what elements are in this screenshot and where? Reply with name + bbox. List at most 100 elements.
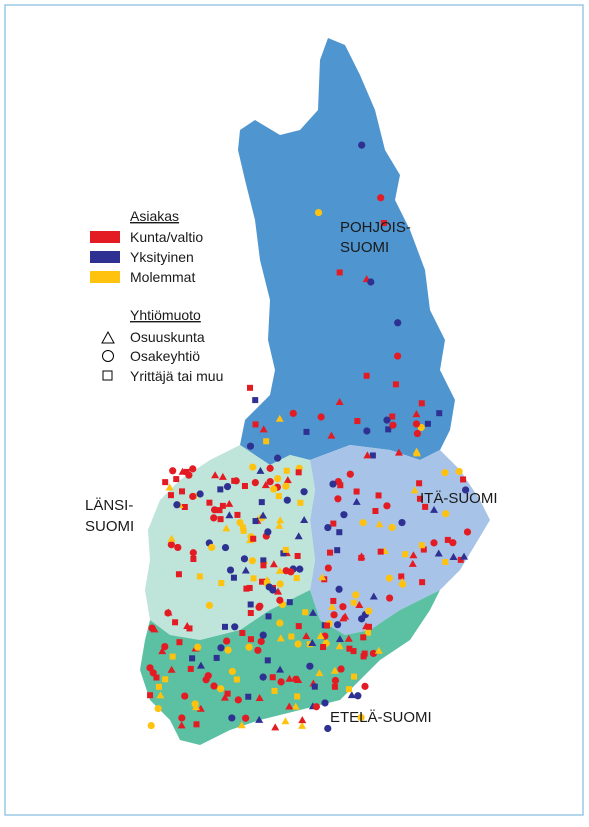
marker xyxy=(258,499,265,506)
marker xyxy=(430,539,438,547)
marker xyxy=(276,516,285,524)
marker xyxy=(463,528,472,536)
marker xyxy=(286,599,293,606)
marker xyxy=(246,584,253,591)
marker xyxy=(352,497,361,505)
marker xyxy=(189,465,197,473)
marker xyxy=(462,486,470,494)
marker xyxy=(169,653,176,660)
marker xyxy=(153,674,160,681)
marker xyxy=(333,621,342,629)
marker xyxy=(363,451,372,459)
marker xyxy=(156,691,165,699)
marker xyxy=(162,479,169,486)
marker xyxy=(196,573,203,580)
marker xyxy=(339,614,348,622)
marker xyxy=(205,601,214,609)
marker xyxy=(418,400,425,407)
marker xyxy=(375,492,382,499)
marker xyxy=(246,442,255,450)
marker xyxy=(154,705,162,713)
marker xyxy=(252,421,259,428)
markers xyxy=(146,141,472,733)
marker xyxy=(241,566,250,574)
marker xyxy=(346,470,354,478)
marker xyxy=(266,478,274,486)
marker xyxy=(275,414,284,422)
marker xyxy=(311,683,318,690)
marker xyxy=(217,516,224,523)
marker xyxy=(331,683,338,690)
marker xyxy=(340,511,348,519)
marker xyxy=(419,579,426,586)
marker xyxy=(323,622,330,629)
marker xyxy=(239,524,246,531)
marker xyxy=(377,194,385,202)
marker xyxy=(289,409,297,417)
marker xyxy=(251,479,259,487)
marker xyxy=(383,502,391,510)
marker xyxy=(210,514,218,522)
legend-symbol xyxy=(102,350,114,362)
marker xyxy=(335,397,344,405)
marker xyxy=(280,550,287,557)
marker xyxy=(408,559,417,567)
marker xyxy=(252,397,259,404)
marker xyxy=(283,467,290,474)
marker xyxy=(276,580,284,588)
marker xyxy=(248,557,256,565)
marker xyxy=(257,637,265,646)
marker xyxy=(449,539,457,547)
marker xyxy=(228,714,236,722)
marker xyxy=(294,532,303,540)
marker xyxy=(329,480,337,488)
marker xyxy=(255,603,263,611)
marker xyxy=(335,642,344,650)
marker xyxy=(274,587,283,595)
marker xyxy=(294,640,302,648)
marker xyxy=(363,427,371,435)
marker xyxy=(350,648,357,655)
marker xyxy=(389,421,397,429)
marker xyxy=(260,562,267,569)
marker xyxy=(285,702,294,710)
marker xyxy=(223,637,231,645)
marker xyxy=(294,693,301,700)
marker xyxy=(412,410,421,418)
marker xyxy=(271,687,278,694)
marker xyxy=(208,543,216,552)
marker xyxy=(318,573,327,581)
marker xyxy=(210,682,218,690)
legend-item: Osuuskunta xyxy=(130,329,205,345)
marker xyxy=(230,574,237,581)
marker xyxy=(303,428,310,435)
marker xyxy=(189,655,196,662)
marker xyxy=(297,499,304,506)
marker xyxy=(265,583,273,591)
marker xyxy=(410,486,419,494)
marker xyxy=(173,501,181,509)
marker xyxy=(365,607,373,615)
legend-item: Yrittäjä tai muu xyxy=(130,368,223,384)
marker xyxy=(296,565,304,573)
marker xyxy=(424,420,431,427)
marker xyxy=(393,352,402,360)
marker xyxy=(256,466,265,474)
marker xyxy=(217,685,225,693)
marker xyxy=(409,551,418,559)
marker xyxy=(298,716,307,724)
marker xyxy=(327,549,334,556)
marker xyxy=(385,426,392,433)
marker xyxy=(221,623,228,630)
marker xyxy=(247,610,254,617)
marker xyxy=(359,519,367,527)
marker xyxy=(247,636,254,643)
marker xyxy=(270,485,278,493)
marker xyxy=(335,585,343,593)
marker xyxy=(434,549,443,557)
marker xyxy=(389,413,396,420)
marker xyxy=(294,552,301,559)
marker xyxy=(179,488,186,495)
marker xyxy=(167,534,176,542)
legend-swatch xyxy=(90,251,120,263)
